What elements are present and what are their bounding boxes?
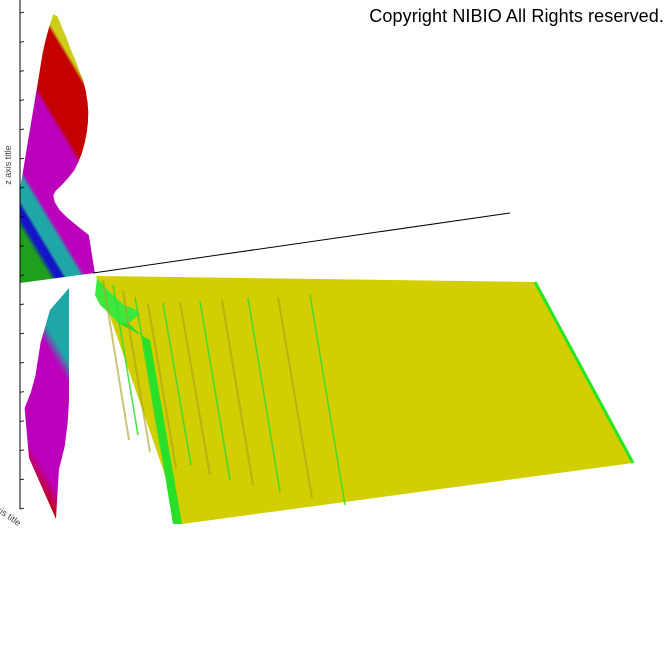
svg-text:z axis title: z axis title (3, 145, 13, 185)
svg-text:x axis title: x axis title (0, 497, 23, 528)
